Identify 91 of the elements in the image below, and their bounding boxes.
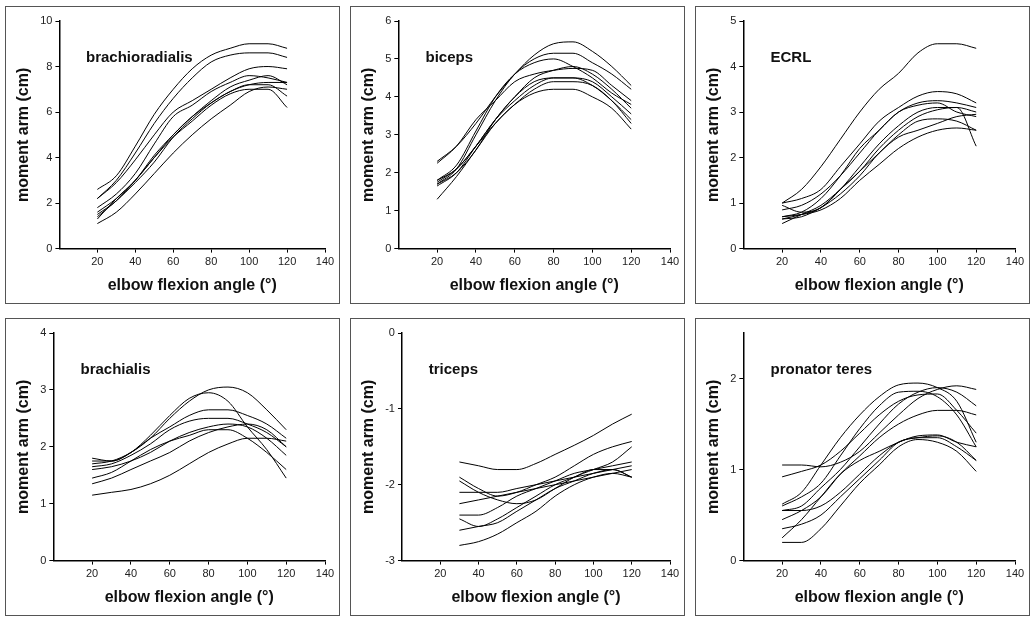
- x-tick-label: 80: [549, 567, 562, 580]
- y-tick-label: 4: [385, 89, 392, 102]
- text: pronator teres: [770, 360, 873, 378]
- y-tick-label: 0: [730, 241, 737, 254]
- x-tick-label: 60: [163, 567, 176, 580]
- x-axis-title: elbow flexion angle (°): [451, 587, 621, 605]
- x-tick-label: 20: [86, 567, 99, 580]
- text: brachialis: [80, 360, 151, 378]
- y-axis-title: moment arm (cm): [704, 67, 722, 202]
- x-tick-label: 100: [583, 255, 602, 268]
- y-axis-title: moment arm (cm): [704, 379, 722, 514]
- y-axis-title: moment arm (cm): [14, 379, 32, 514]
- x-tick-label: 100: [238, 567, 257, 580]
- y-tick-label: -2: [385, 477, 395, 490]
- x-axis-title: elbow flexion angle (°): [104, 587, 274, 605]
- y-tick-label: 0: [46, 241, 53, 254]
- y-tick-label: 2: [730, 150, 737, 163]
- x-tick-label: 120: [967, 567, 986, 580]
- x-tick-label: 60: [508, 255, 521, 268]
- x-tick-label: 100: [584, 567, 603, 580]
- y-tick-label: 5: [385, 51, 392, 64]
- x-tick-label: 40: [814, 567, 828, 580]
- x-tick-label: 120: [967, 255, 986, 268]
- y-tick-label: 0: [388, 326, 395, 339]
- y-tick-label: 4: [46, 150, 53, 163]
- y-tick-label: 5: [730, 14, 737, 27]
- y-tick-label: 3: [730, 105, 737, 118]
- x-axis-title: elbow flexion angle (°): [794, 275, 964, 293]
- y-tick-label: -3: [385, 553, 395, 566]
- text: ECRL: [770, 48, 812, 66]
- x-tick-label: 100: [928, 567, 947, 580]
- x-axis-title: elbow flexion angle (°): [107, 275, 277, 293]
- y-tick-label: 4: [730, 59, 737, 72]
- x-tick-label: 120: [277, 255, 297, 268]
- x-tick-label: 100: [928, 255, 947, 268]
- x-tick-label: 40: [814, 255, 828, 268]
- x-tick-label: 60: [853, 255, 866, 268]
- x-tick-label: 20: [91, 255, 104, 268]
- y-tick-label: 8: [46, 59, 53, 72]
- x-tick-label: 140: [315, 255, 335, 268]
- x-tick-label: 40: [129, 255, 142, 268]
- x-tick-label: 140: [660, 255, 680, 268]
- y-tick-label: 1: [730, 196, 737, 209]
- x-tick-label: 100: [239, 255, 259, 268]
- text: biceps: [425, 48, 474, 66]
- x-tick-label: 40: [472, 567, 485, 580]
- x-tick-label: 140: [1005, 255, 1025, 268]
- y-tick-label: 2: [385, 165, 392, 178]
- y-tick-label: 2: [46, 196, 53, 209]
- y-tick-label: -1: [385, 401, 395, 414]
- y-tick-label: 6: [385, 14, 392, 27]
- y-tick-label: 0: [40, 553, 47, 566]
- y-tick-label: 6: [46, 105, 53, 118]
- x-tick-label: 80: [892, 567, 905, 580]
- y-tick-label: 0: [385, 241, 392, 254]
- x-tick-label: 20: [776, 567, 789, 580]
- y-tick-label: 1: [385, 203, 392, 216]
- y-tick-label: 3: [40, 382, 47, 395]
- x-tick-label: 40: [124, 567, 138, 580]
- x-tick-label: 60: [510, 567, 523, 580]
- y-axis-title: moment arm (cm): [14, 67, 32, 202]
- y-tick-label: 2: [730, 371, 737, 384]
- x-tick-label: 140: [315, 567, 335, 580]
- x-tick-label: 80: [547, 255, 560, 268]
- x-tick-label: 140: [1005, 567, 1025, 580]
- x-tick-label: 140: [660, 567, 680, 580]
- y-tick-label: 4: [40, 326, 47, 339]
- y-axis-title: moment arm (cm): [359, 67, 377, 202]
- x-tick-label: 20: [434, 567, 447, 580]
- x-tick-label: 20: [431, 255, 444, 268]
- x-tick-label: 120: [277, 567, 296, 580]
- y-axis-title: moment arm (cm): [359, 379, 377, 514]
- x-axis-title: elbow flexion angle (°): [794, 587, 964, 605]
- x-tick-label: 80: [205, 255, 218, 268]
- x-tick-label: 60: [853, 567, 866, 580]
- y-tick-label: 1: [730, 462, 737, 475]
- x-tick-label: 80: [202, 567, 215, 580]
- x-axis-title: elbow flexion angle (°): [449, 275, 619, 293]
- x-tick-label: 120: [622, 567, 641, 580]
- x-tick-label: 60: [167, 255, 180, 268]
- text: brachioradialis: [85, 48, 193, 66]
- x-tick-label: 80: [892, 255, 905, 268]
- y-tick-label: 2: [40, 439, 47, 452]
- text: triceps: [428, 360, 478, 378]
- x-tick-label: 40: [469, 255, 483, 268]
- y-tick-label: 10: [40, 14, 53, 27]
- x-tick-label: 120: [622, 255, 641, 268]
- x-tick-label: 20: [776, 255, 789, 268]
- y-tick-label: 0: [730, 553, 737, 566]
- y-tick-label: 1: [40, 496, 47, 509]
- y-tick-label: 3: [385, 127, 392, 140]
